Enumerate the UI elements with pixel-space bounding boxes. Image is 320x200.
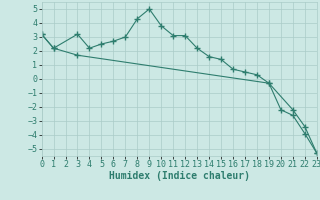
X-axis label: Humidex (Indice chaleur): Humidex (Indice chaleur) bbox=[109, 171, 250, 181]
